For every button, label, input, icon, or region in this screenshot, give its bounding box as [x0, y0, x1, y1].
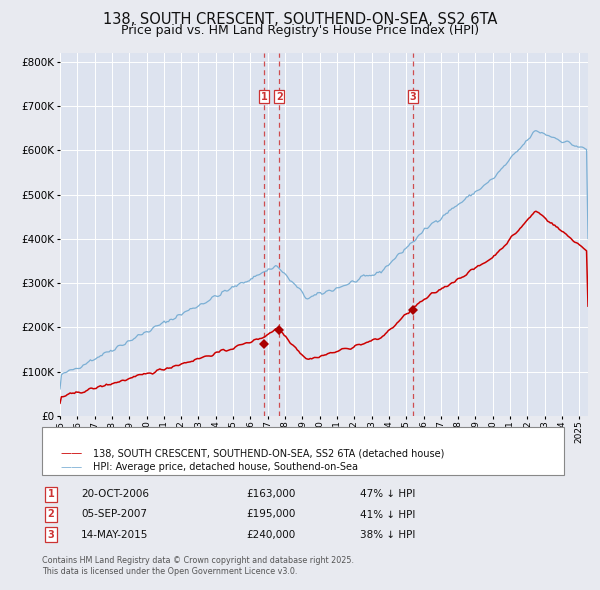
Text: This data is licensed under the Open Government Licence v3.0.: This data is licensed under the Open Gov…	[42, 566, 298, 576]
Text: Contains HM Land Registry data © Crown copyright and database right 2025.: Contains HM Land Registry data © Crown c…	[42, 556, 354, 565]
Text: 138, SOUTH CRESCENT, SOUTHEND-ON-SEA, SS2 6TA: 138, SOUTH CRESCENT, SOUTHEND-ON-SEA, SS…	[103, 12, 497, 27]
Text: 3: 3	[47, 530, 55, 539]
Text: HPI: Average price, detached house, Southend-on-Sea: HPI: Average price, detached house, Sout…	[93, 463, 358, 472]
Text: 14-MAY-2015: 14-MAY-2015	[81, 530, 148, 539]
Text: 2: 2	[276, 91, 283, 101]
Text: 138, SOUTH CRESCENT, SOUTHEND-ON-SEA, SS2 6TA (detached house): 138, SOUTH CRESCENT, SOUTHEND-ON-SEA, SS…	[93, 448, 445, 458]
Text: 1: 1	[47, 490, 55, 499]
Text: ——: ——	[60, 463, 82, 472]
Text: 2: 2	[47, 510, 55, 519]
Text: 41% ↓ HPI: 41% ↓ HPI	[360, 510, 415, 519]
Text: 20-OCT-2006: 20-OCT-2006	[81, 490, 149, 499]
Text: 05-SEP-2007: 05-SEP-2007	[81, 510, 147, 519]
Text: £163,000: £163,000	[246, 490, 295, 499]
Text: £195,000: £195,000	[246, 510, 295, 519]
Text: 1: 1	[261, 91, 268, 101]
Text: ——: ——	[60, 448, 82, 458]
Text: Price paid vs. HM Land Registry's House Price Index (HPI): Price paid vs. HM Land Registry's House …	[121, 24, 479, 37]
Text: 3: 3	[409, 91, 416, 101]
Text: 47% ↓ HPI: 47% ↓ HPI	[360, 490, 415, 499]
Text: 38% ↓ HPI: 38% ↓ HPI	[360, 530, 415, 539]
Text: £240,000: £240,000	[246, 530, 295, 539]
